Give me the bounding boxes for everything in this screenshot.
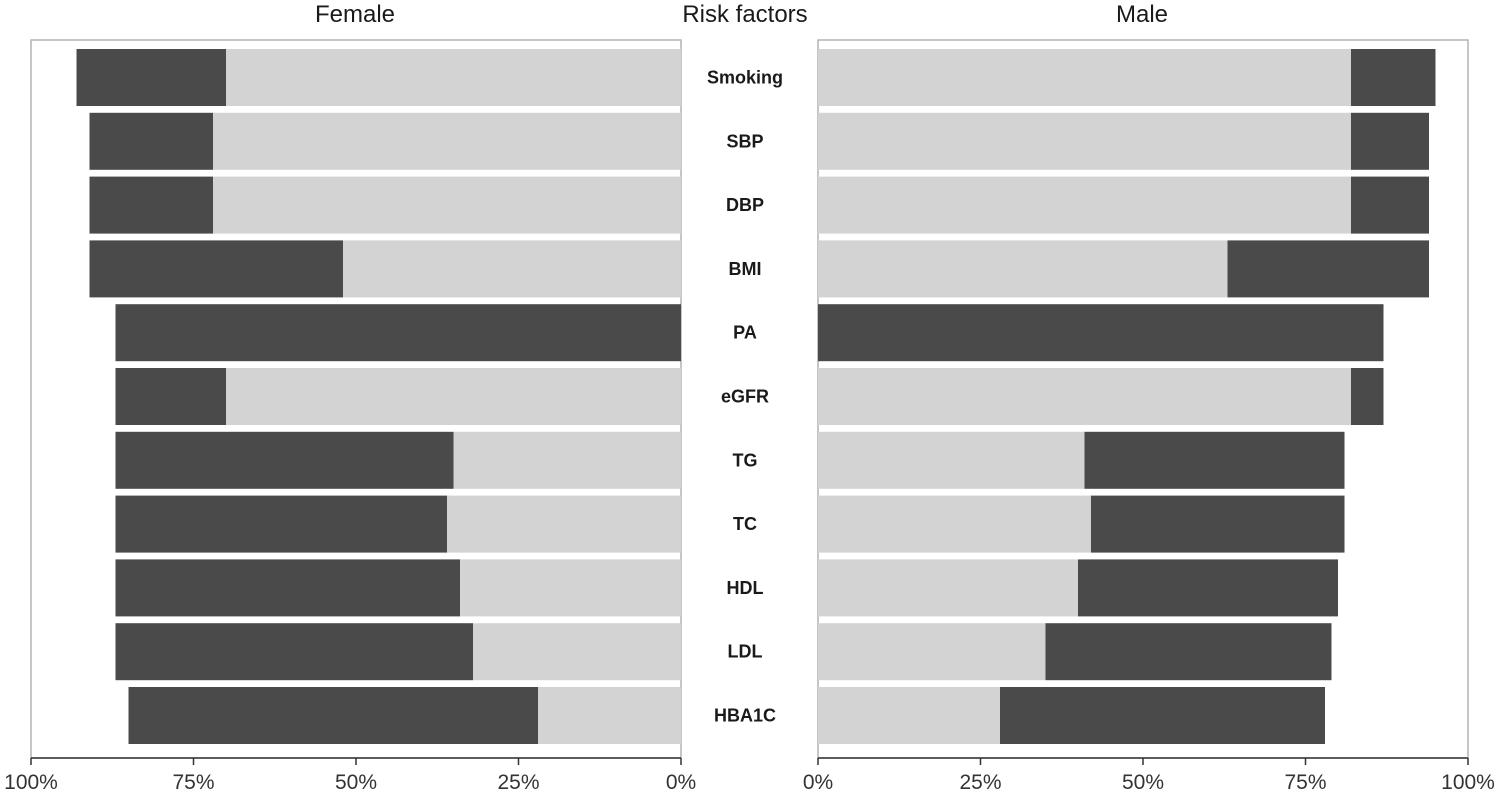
male-dark-bar-hdl (1078, 559, 1338, 617)
female-dark-bar-dbp (89, 176, 213, 234)
category-label-smoking: Smoking (707, 68, 783, 88)
male-light-bar-ldl (818, 623, 1046, 681)
male-dark-bar-bmi (1227, 240, 1429, 298)
female-tick-label: 75% (172, 771, 214, 793)
male-dark-bar-tg (1084, 431, 1345, 489)
female-dark-bar-egfr (115, 368, 226, 425)
female-light-bar-hba1c (538, 687, 681, 744)
category-label-ldl: LDL (728, 642, 763, 662)
category-labels-layer: Smoking SBP DBP BMI PA eGFR TG TC HDL LDL HBA1C (707, 68, 783, 726)
female-light-bar-sbp (213, 112, 681, 170)
female-tick-label: 0% (666, 771, 696, 793)
female-light-bar-tg (453, 431, 681, 489)
category-label-hdl: HDL (727, 578, 764, 598)
male-light-bar-hba1c (818, 687, 1000, 744)
category-label-bmi: BMI (729, 259, 762, 279)
female-light-bar-hdl (460, 559, 681, 617)
male-dark-bar-ldl (1045, 623, 1332, 681)
female-dark-bar-bmi (89, 240, 343, 298)
male-dark-bar-dbp (1351, 176, 1429, 234)
axes-layer: 100% 75% 50% 25% 0% 0% 25% 50% 75% 100% (4, 757, 1495, 793)
category-label-hba1c: HBA1C (714, 706, 776, 726)
category-label-tg: TG (733, 450, 758, 470)
female-dark-bar-hba1c (128, 687, 538, 744)
female-dark-bar-pa (115, 304, 681, 362)
category-label-pa: PA (733, 323, 757, 343)
male-tick-label: 0% (803, 771, 833, 793)
category-label-egfr: eGFR (721, 387, 769, 407)
female-light-bar-dbp (213, 176, 681, 234)
female-dark-bar-sbp (89, 112, 213, 170)
center-panel-title: Risk factors (682, 1, 807, 28)
male-light-bar-dbp (818, 176, 1351, 234)
female-light-bar-egfr (226, 368, 681, 425)
female-dark-bar-hdl (115, 559, 460, 617)
bars-layer (76, 49, 1436, 744)
male-dark-bar-sbp (1351, 112, 1429, 170)
female-tick-label: 50% (335, 771, 377, 793)
male-tick-label: 25% (959, 771, 1001, 793)
male-light-bar-tg (818, 431, 1085, 489)
female-dark-bar-ldl (115, 623, 473, 681)
female-light-bar-tc (447, 495, 681, 553)
female-tick-label: 25% (497, 771, 539, 793)
male-light-bar-tc (818, 495, 1091, 553)
male-light-bar-hdl (818, 559, 1078, 617)
male-tick-label: 100% (1441, 771, 1495, 793)
female-light-bar-smoking (226, 49, 681, 106)
female-dark-bar-tg (115, 431, 454, 489)
male-light-bar-smoking (818, 49, 1351, 106)
female-light-bar-bmi (343, 240, 681, 298)
male-tick-label: 75% (1284, 771, 1326, 793)
male-panel-title: Male (1116, 1, 1168, 28)
male-light-bar-egfr (818, 368, 1351, 425)
category-label-tc: TC (733, 514, 757, 534)
male-dark-bar-hba1c (1000, 687, 1325, 744)
female-dark-bar-smoking (76, 49, 226, 106)
female-panel-title: Female (315, 1, 395, 28)
male-light-bar-bmi (818, 240, 1228, 298)
female-tick-label: 100% (4, 771, 58, 793)
male-dark-bar-tc (1091, 495, 1345, 553)
category-label-dbp: DBP (726, 195, 764, 215)
male-dark-bar-smoking (1351, 49, 1436, 106)
male-dark-bar-pa (818, 304, 1384, 362)
category-label-sbp: SBP (726, 131, 763, 151)
male-light-bar-sbp (818, 112, 1351, 170)
female-dark-bar-tc (115, 495, 447, 553)
male-tick-label: 50% (1122, 771, 1164, 793)
male-dark-bar-egfr (1351, 368, 1384, 425)
female-light-bar-ldl (473, 623, 681, 681)
